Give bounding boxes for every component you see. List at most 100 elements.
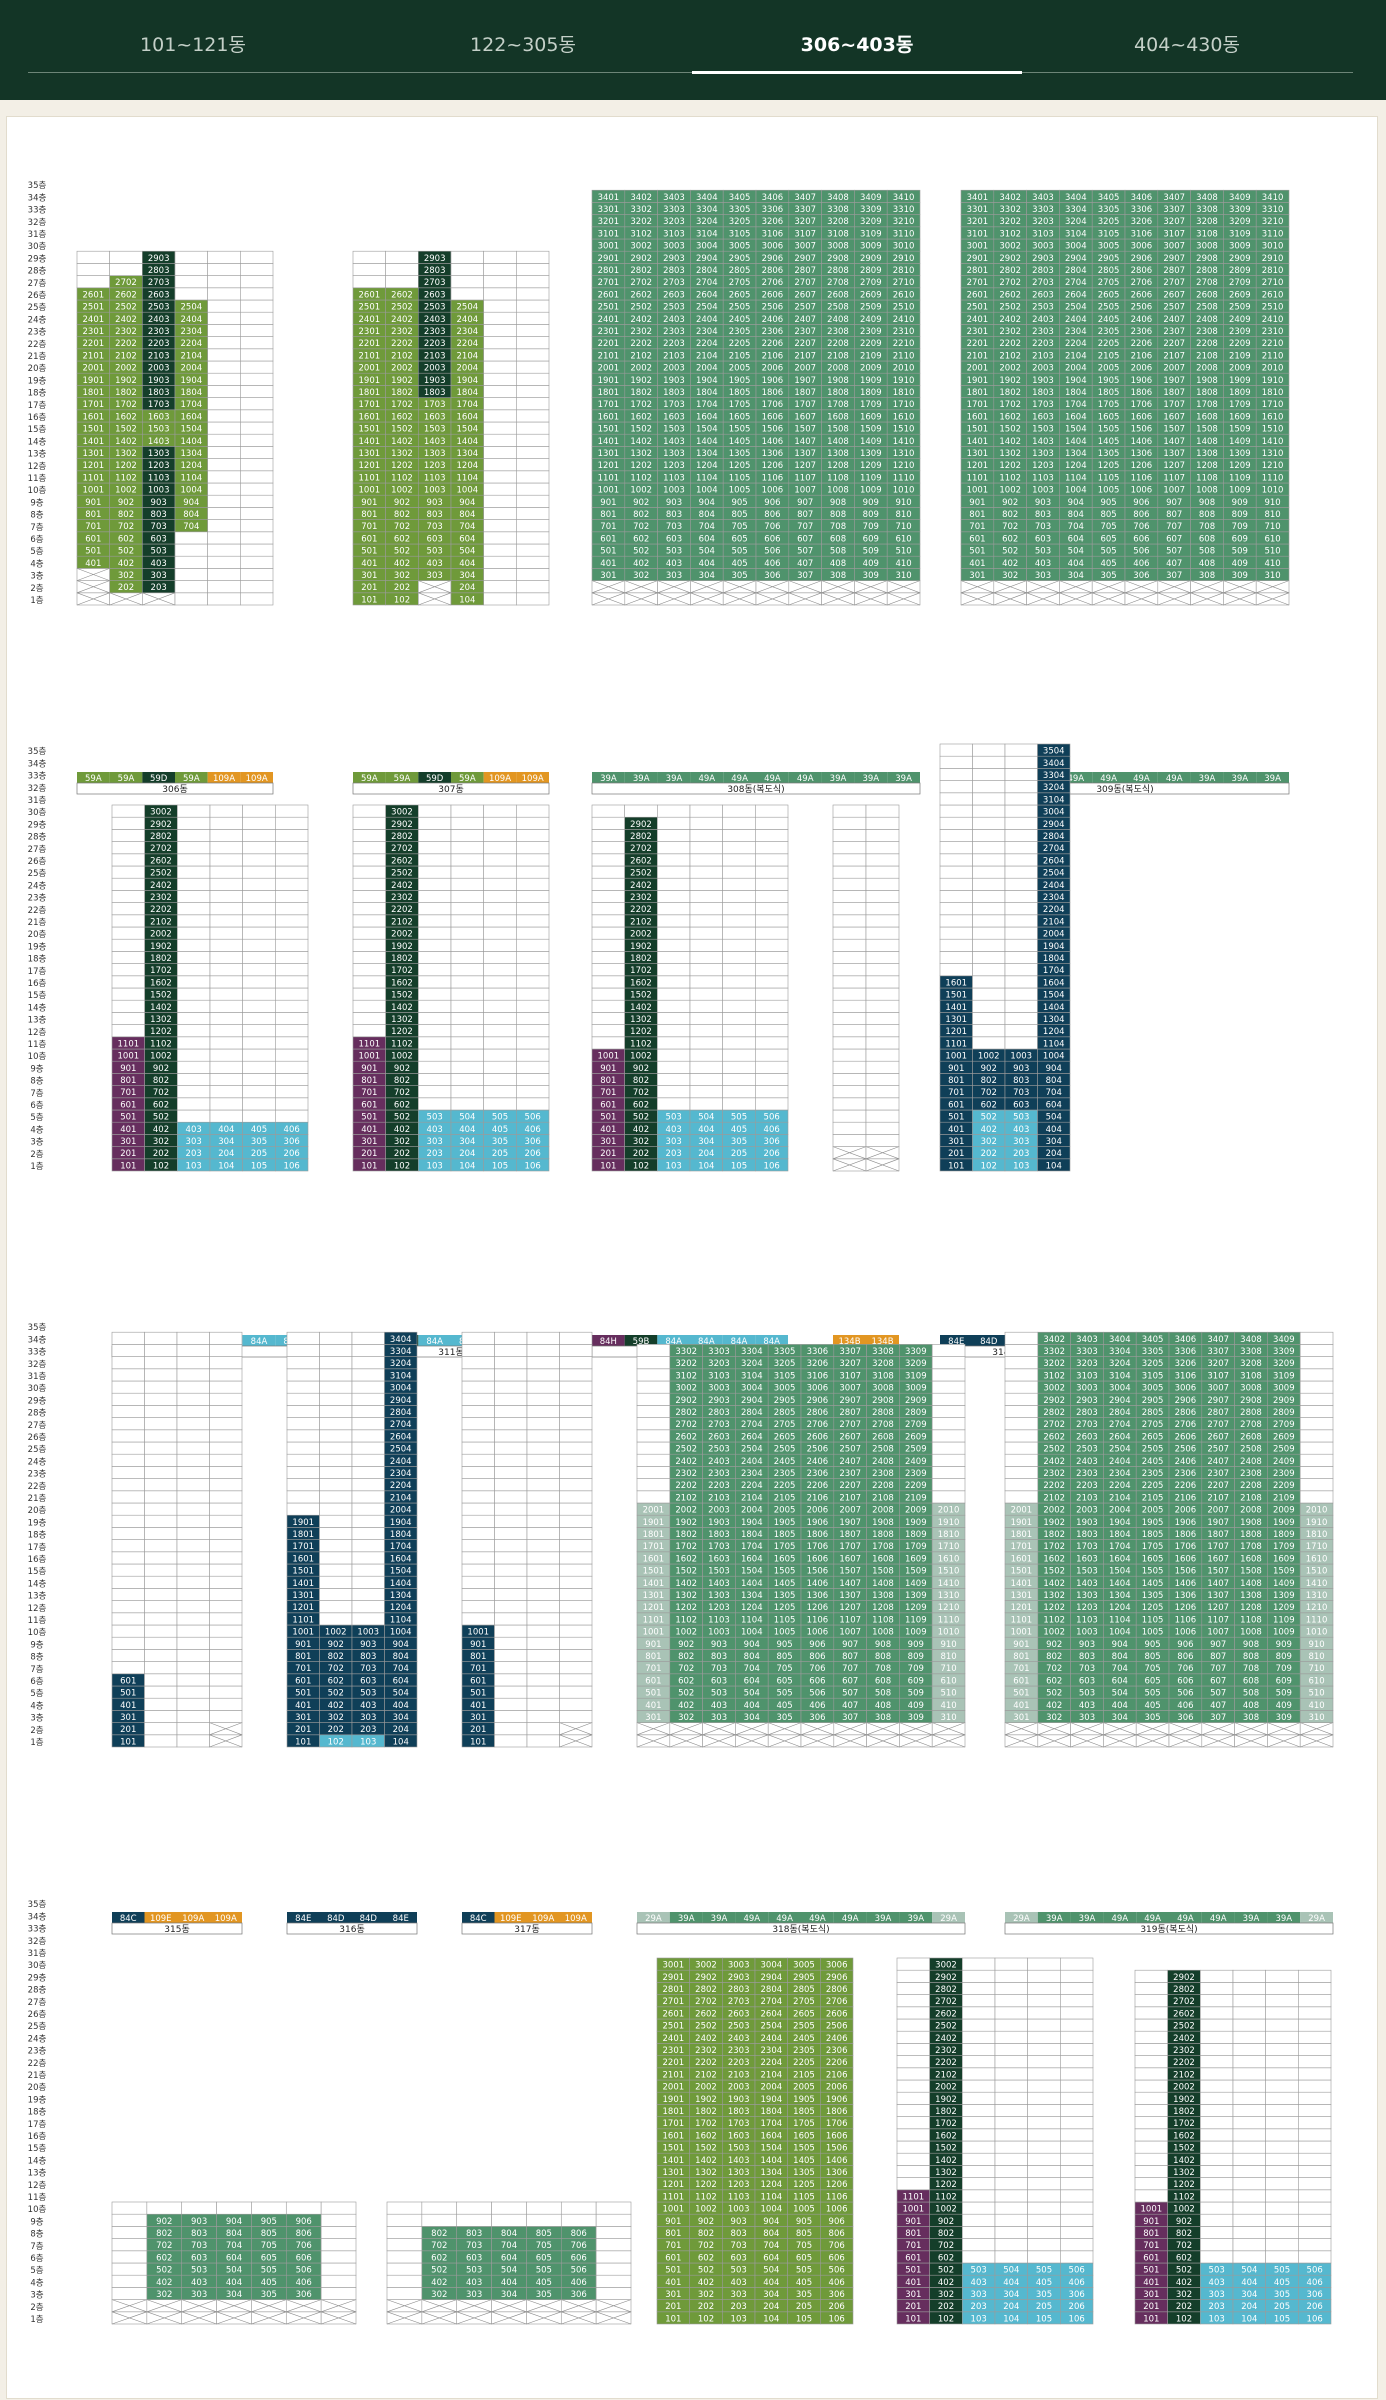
unit-cell[interactable] (111, 1563, 145, 1577)
unit-cell[interactable] (494, 1636, 528, 1650)
unit-cell[interactable] (657, 975, 691, 989)
unit-cell[interactable] (76, 275, 110, 289)
unit-cell[interactable] (931, 1417, 966, 1431)
unit-cell[interactable] (483, 816, 517, 830)
unit-cell[interactable] (176, 1649, 210, 1662)
unit-cell[interactable] (972, 938, 1006, 952)
unit-cell[interactable] (722, 1085, 756, 1099)
unit-cell[interactable] (516, 865, 550, 879)
unit-cell[interactable] (494, 1600, 528, 1614)
unit-cell[interactable] (111, 987, 145, 1001)
unit-cell[interactable] (689, 902, 723, 916)
unit-cell[interactable] (144, 1673, 178, 1687)
unit-cell[interactable] (177, 1073, 211, 1086)
unit-cell[interactable] (972, 865, 1006, 879)
unit-cell[interactable] (865, 926, 900, 940)
unit-cell[interactable] (176, 1490, 210, 1504)
unit-cell[interactable] (865, 841, 900, 855)
unit-cell[interactable] (1004, 987, 1038, 1001)
unit-cell[interactable] (972, 792, 1006, 806)
unit-cell[interactable] (483, 926, 517, 940)
unit-cell[interactable] (144, 1575, 178, 1589)
unit-cell[interactable] (450, 1060, 484, 1074)
unit-cell[interactable] (1299, 1441, 1334, 1455)
unit-cell[interactable] (939, 768, 973, 781)
unit-cell[interactable] (111, 841, 145, 855)
unit-cell[interactable] (209, 804, 243, 818)
unit-cell[interactable] (275, 804, 309, 818)
unit-cell[interactable] (176, 1588, 210, 1601)
unit-cell[interactable] (352, 914, 386, 928)
unit-cell[interactable] (174, 531, 208, 545)
unit-cell[interactable] (275, 1048, 309, 1062)
unit-cell[interactable] (483, 519, 517, 533)
unit-cell[interactable] (939, 914, 973, 928)
unit-cell[interactable] (144, 1405, 178, 1418)
unit-cell[interactable] (450, 275, 484, 289)
building-name[interactable]: 317동 (514, 1924, 539, 1935)
unit-cell[interactable] (286, 1380, 320, 1394)
unit-cell[interactable] (1004, 1441, 1039, 1455)
unit-cell[interactable] (209, 841, 243, 855)
unit-cell[interactable] (111, 938, 145, 952)
unit-cell[interactable] (207, 409, 241, 423)
unit-cell[interactable] (483, 1024, 517, 1038)
unit-cell[interactable] (207, 446, 241, 459)
unit-cell[interactable] (931, 1490, 966, 1504)
unit-cell[interactable] (450, 804, 484, 818)
unit-cell[interactable] (209, 1502, 243, 1516)
unit-cell[interactable] (177, 926, 211, 940)
unit-cell[interactable] (418, 816, 452, 830)
unit-cell[interactable] (689, 999, 723, 1013)
unit-cell[interactable] (939, 902, 973, 916)
unit-cell[interactable] (832, 902, 867, 916)
unit-cell[interactable] (176, 1636, 210, 1650)
unit-cell[interactable] (111, 951, 145, 964)
unit-cell[interactable] (351, 1514, 385, 1528)
unit-cell[interactable] (209, 890, 243, 903)
unit-cell[interactable] (657, 987, 691, 1001)
unit-cell[interactable] (207, 592, 241, 606)
unit-cell[interactable] (832, 987, 867, 1001)
unit-cell[interactable] (559, 1685, 593, 1699)
unit-cell[interactable] (144, 1697, 178, 1711)
unit-cell[interactable] (242, 890, 276, 903)
unit-cell[interactable] (494, 1734, 528, 1748)
unit-cell[interactable] (657, 926, 691, 940)
unit-cell[interactable] (865, 999, 900, 1013)
unit-cell[interactable] (240, 275, 274, 289)
unit-cell[interactable] (1004, 1490, 1039, 1504)
unit-cell[interactable] (494, 1514, 528, 1528)
unit-cell[interactable] (275, 1073, 309, 1086)
unit-cell[interactable] (177, 1085, 211, 1099)
unit-cell[interactable] (319, 1527, 353, 1540)
unit-cell[interactable] (559, 1624, 593, 1638)
unit-cell[interactable] (352, 926, 386, 940)
unit-cell[interactable] (865, 1121, 900, 1135)
unit-cell[interactable] (418, 1012, 452, 1025)
building-name[interactable]: 306동 (162, 784, 187, 795)
unit-cell[interactable] (657, 853, 691, 867)
unit-cell[interactable] (972, 999, 1006, 1013)
unit-cell[interactable] (516, 1024, 550, 1038)
unit-cell[interactable] (351, 1466, 385, 1479)
unit-cell[interactable] (516, 397, 550, 411)
unit-cell[interactable] (176, 1417, 210, 1431)
unit-cell[interactable] (111, 1624, 145, 1638)
unit-cell[interactable] (689, 1073, 723, 1086)
unit-cell[interactable] (516, 890, 550, 903)
unit-cell[interactable] (144, 1649, 178, 1662)
unit-cell[interactable] (207, 348, 241, 362)
unit-cell[interactable] (516, 816, 550, 830)
unit-cell[interactable] (972, 926, 1006, 940)
unit-cell[interactable] (319, 1392, 353, 1406)
unit-cell[interactable] (461, 1441, 495, 1455)
unit-cell[interactable] (144, 1563, 178, 1577)
unit-cell[interactable] (931, 1429, 966, 1443)
unit-cell[interactable] (144, 1441, 178, 1455)
unit-cell[interactable] (111, 877, 145, 891)
unit-cell[interactable] (483, 531, 517, 545)
unit-cell[interactable] (591, 877, 625, 891)
unit-cell[interactable] (209, 1490, 243, 1504)
unit-cell[interactable] (352, 841, 386, 855)
